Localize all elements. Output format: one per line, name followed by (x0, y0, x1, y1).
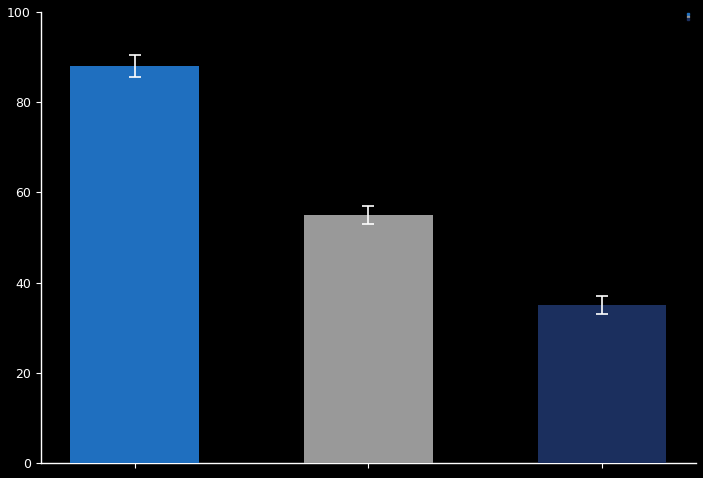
Bar (304, 215, 432, 463)
Bar (538, 305, 666, 463)
Legend: Batch 1, Batch 2, Batch 3: Batch 1, Batch 2, Batch 3 (687, 12, 695, 21)
Bar (70, 66, 199, 463)
